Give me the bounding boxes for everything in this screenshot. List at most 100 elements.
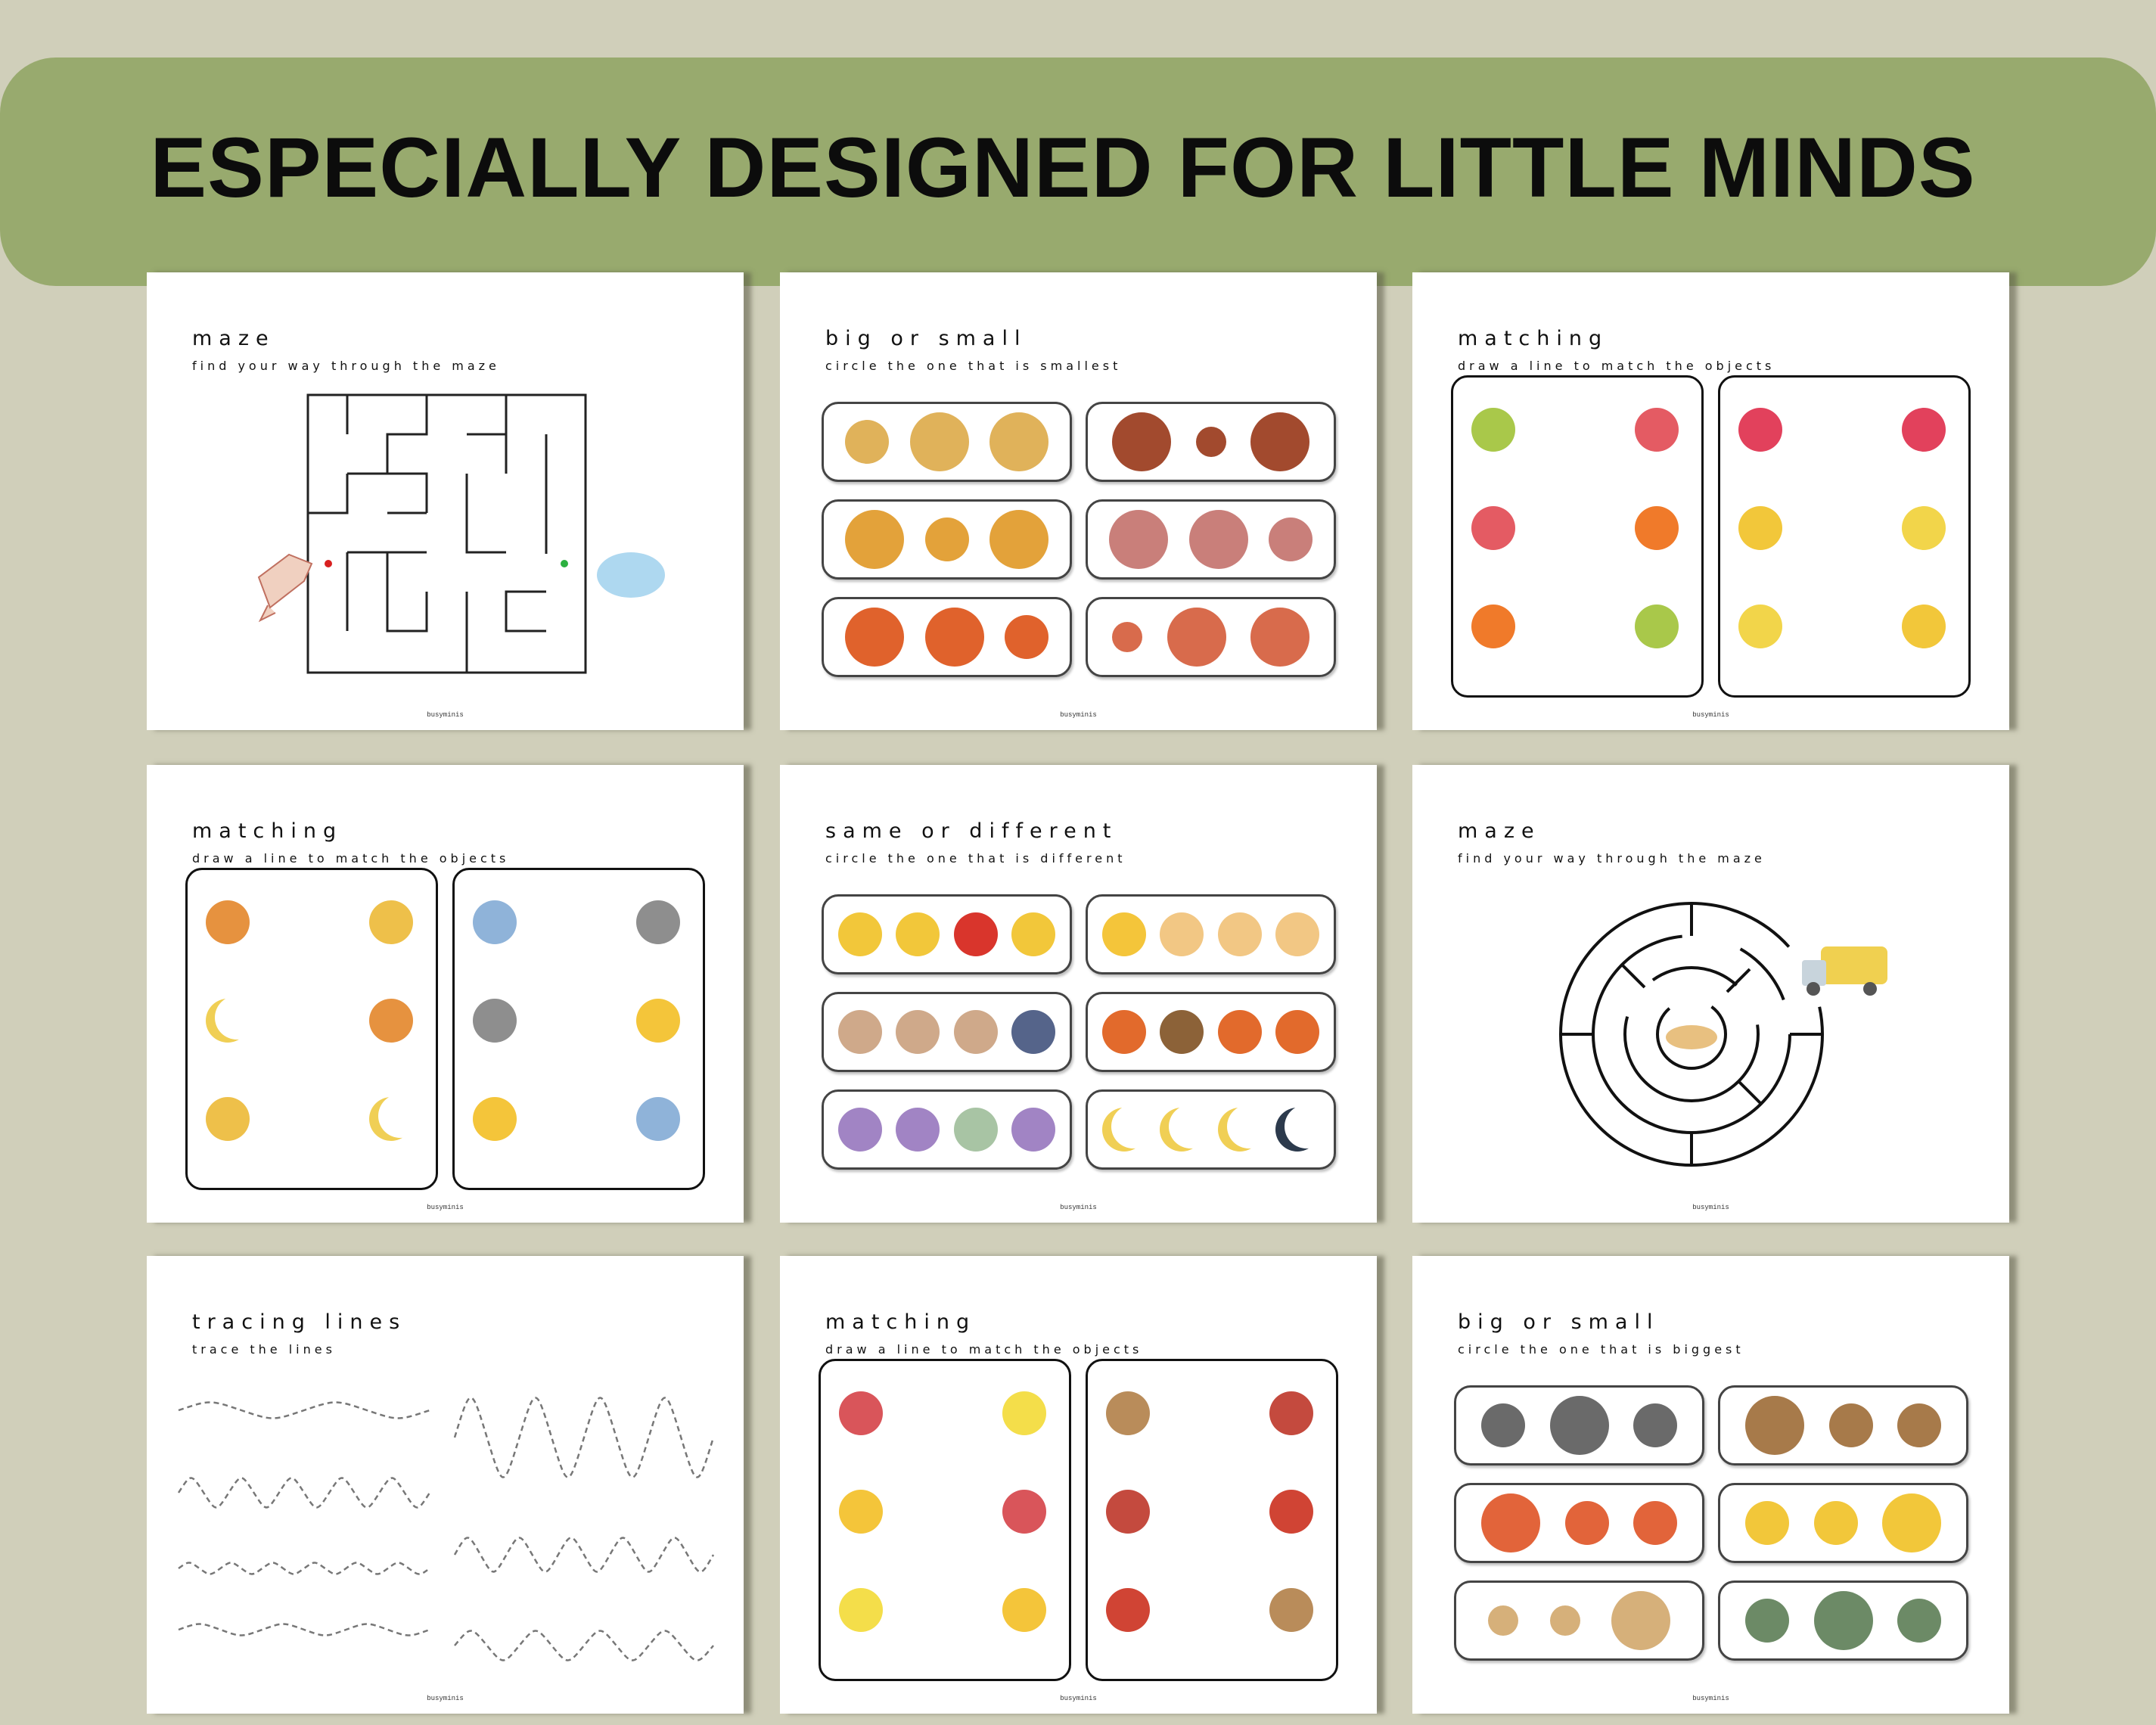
pineapple-icon [1744,1501,1789,1545]
pineapple-icon [1882,1493,1942,1552]
acorn-icon [1160,1010,1204,1054]
dump-truck-icon [1821,946,1887,984]
brand-footer: busyminis [427,1695,464,1702]
choice-box[interactable] [1454,1483,1704,1563]
sled-icon[interactable] [1106,1490,1150,1534]
pineapple-icon [896,912,940,956]
banner-title: ESPECIALLY DESIGNED FOR LITTLE MINDS [150,120,1976,215]
crescent-moon-icon[interactable] [206,999,250,1043]
crescent-moon-icon[interactable] [369,1097,413,1141]
header-banner: ESPECIALLY DESIGNED FOR LITTLE MINDS [0,58,2156,286]
worksheet-rows: same or different circle the one that is … [780,765,1377,1223]
train-icon [1549,1605,1580,1636]
sand-pile-icon [1666,1025,1717,1049]
sunflower-icon [924,518,969,561]
worksheet-instructions: circle the one that is biggest [1458,1342,1744,1357]
rocket-icon [896,1010,940,1054]
cow-icon [1480,1403,1525,1447]
rocket-icon [953,1010,998,1054]
basket-icon[interactable] [1002,1490,1046,1534]
worksheet-matching: matching draw a line to match the objects… [1412,272,2009,730]
rain-cloud-icon[interactable] [473,999,517,1043]
sunflower-icon [844,510,904,569]
strawberry-icon[interactable] [1738,408,1782,452]
choice-box[interactable] [822,597,1072,677]
sun-icon[interactable] [636,999,680,1043]
orange-moon-icon[interactable] [369,999,413,1043]
lemonade-icon[interactable] [839,1588,883,1632]
worksheet-tracing: tracing lines trace the lines busyminis [147,1256,744,1714]
choice-box[interactable] [1086,992,1336,1072]
orange-moon-icon[interactable] [206,900,250,944]
banana-icon[interactable] [1738,605,1782,648]
sun-icon [1101,912,1146,956]
pineapple-icon[interactable] [1902,605,1946,648]
strawberry-icon[interactable] [1902,408,1946,452]
worksheet-title: maze [1458,819,1541,843]
choice-box[interactable] [1454,1385,1704,1465]
lemonade-icon[interactable] [1002,1391,1046,1435]
banana-icon[interactable] [1902,506,1946,550]
choice-box[interactable] [822,992,1072,1072]
sun-outline-icon [1217,912,1262,956]
orange-icon[interactable] [1635,506,1679,550]
choice-box[interactable] [1086,894,1336,974]
orange-icon[interactable] [1471,605,1515,648]
sled-icon[interactable] [1269,1391,1313,1435]
worksheet-instructions: circle the one that is smallest [825,359,1122,373]
cloud-icon[interactable] [473,900,517,944]
cloud-icon[interactable] [636,1097,680,1141]
boots-icon[interactable] [1269,1588,1313,1632]
choice-box[interactable] [1086,499,1336,580]
sun-icon[interactable] [1002,1588,1046,1632]
dark-moon-icon [1275,1108,1319,1152]
rocket-icon [837,1010,882,1054]
worksheet-matching: matching draw a line to match the objects… [780,1256,1377,1714]
basketball-icon [1005,615,1049,659]
brand-footer: busyminis [1060,711,1097,719]
mug-icon [1250,608,1309,667]
stars-icon[interactable] [369,900,413,944]
choice-box[interactable] [1086,597,1336,677]
sun-icon[interactable] [473,1097,517,1141]
rain-cloud-icon[interactable] [636,900,680,944]
stars-icon[interactable] [206,1097,250,1141]
bucket-icon [1813,1591,1873,1650]
sun-outline-icon [1275,912,1320,956]
cow-icon [1549,1396,1609,1455]
choice-box[interactable] [1086,1089,1336,1170]
choice-box[interactable] [1718,1483,1968,1563]
choice-box[interactable] [822,894,1072,974]
trace-line [178,1562,430,1575]
sandwich-icon [844,420,889,464]
choice-box[interactable] [1454,1580,1704,1661]
winter-hat-icon[interactable] [1269,1490,1313,1534]
cow-icon [1633,1403,1678,1447]
pineapple-icon [1813,1501,1858,1545]
maze-drawing [257,393,665,674]
choice-box[interactable] [1086,402,1336,482]
choice-box[interactable] [822,499,1072,580]
sun-icon[interactable] [839,1490,883,1534]
pineapple-icon[interactable] [1738,506,1782,550]
worksheet-instructions: circle the one that is different [825,851,1126,866]
choice-box[interactable] [1718,1580,1968,1661]
winter-hat-icon[interactable] [1106,1588,1150,1632]
pear-icon[interactable] [1635,605,1679,648]
matching-panel [1086,1359,1338,1681]
trace-line [177,1477,431,1509]
rocket-red-icon [1633,1501,1678,1545]
choice-box[interactable] [1718,1385,1968,1465]
worksheet-matching: matching draw a line to match the objects… [147,765,744,1223]
octopus-green-icon [953,1108,998,1152]
choice-box[interactable] [822,402,1072,482]
watermelon-icon[interactable] [1471,506,1515,550]
trace-line [454,1630,714,1661]
boots-icon[interactable] [1106,1391,1150,1435]
watermelon-icon[interactable] [1635,408,1679,452]
pear-icon[interactable] [1471,408,1515,452]
basket-icon[interactable] [839,1391,883,1435]
book-icon [1269,518,1313,561]
worksheet-rows: big or small circle the one that is small… [780,272,1377,730]
choice-box[interactable] [822,1089,1072,1170]
